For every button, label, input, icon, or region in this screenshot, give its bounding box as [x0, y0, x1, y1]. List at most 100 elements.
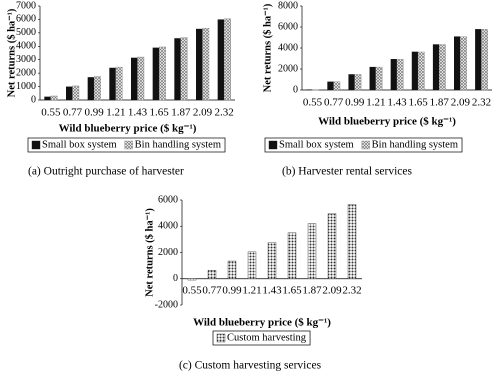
legend-label: Custom harvesting — [227, 332, 307, 343]
legend-label: Small box system — [42, 139, 117, 150]
x-tick-label: 0.77 — [324, 97, 344, 109]
bar — [333, 81, 341, 91]
bar — [227, 260, 237, 279]
bar — [475, 29, 482, 91]
bar — [247, 251, 257, 279]
y-tick-label: 2000 — [158, 247, 178, 258]
y-tick-label: 4000 — [158, 221, 178, 232]
bar — [306, 89, 313, 90]
bar — [312, 89, 320, 91]
bar — [174, 38, 181, 100]
x-tick-label: 0.99 — [222, 285, 242, 297]
bar — [187, 278, 197, 281]
x-tick-label: 1.21 — [242, 285, 261, 297]
y-tick-label: 7000 — [16, 0, 36, 11]
x-tick-label: 1.43 — [387, 97, 407, 109]
y-tick-label: 0 — [173, 273, 178, 284]
bar — [411, 51, 419, 90]
bar — [93, 76, 101, 101]
bar — [131, 57, 138, 100]
x-tick-label: 0.99 — [345, 97, 365, 109]
bar — [207, 270, 217, 279]
caption: (b) Harvester rental services — [282, 166, 412, 178]
legend-label: Small box system — [279, 139, 354, 150]
bar — [180, 37, 188, 101]
bar — [348, 74, 355, 90]
bar — [223, 18, 231, 101]
bar — [158, 46, 166, 101]
bar — [50, 95, 58, 101]
caption: (c) Custom harvesting services — [179, 360, 322, 372]
x-tick-label: 1.21 — [106, 107, 125, 119]
bar — [481, 29, 488, 91]
x-tick-label: 0.77 — [63, 107, 83, 119]
bar — [460, 36, 467, 91]
x-tick-label: 1.87 — [302, 285, 322, 297]
bar — [390, 59, 397, 90]
legend-marker — [361, 140, 370, 150]
y-tick-label: 2000 — [16, 67, 36, 78]
x-axis-title: Wild blueberry price ($ kg⁻¹) — [59, 123, 197, 135]
bar — [287, 232, 297, 279]
x-tick-label: 2.09 — [193, 107, 213, 119]
bar — [87, 77, 95, 100]
y-tick-label: 6000 — [16, 14, 36, 25]
y-tick-label: 0 — [293, 84, 298, 95]
x-tick-label: 1.65 — [150, 107, 170, 119]
bar — [109, 67, 116, 100]
y-tick-label: 2000 — [278, 63, 298, 74]
bar — [202, 27, 210, 101]
x-axis-title: Wild blueberry price ($ kg⁻¹) — [318, 116, 456, 128]
bar — [72, 85, 80, 101]
bar — [354, 74, 362, 91]
bar — [375, 66, 383, 91]
legend-label: Bin handling system — [372, 139, 458, 150]
y-tick-label: 5000 — [16, 27, 36, 38]
legend-marker — [31, 140, 41, 150]
bar — [66, 86, 73, 100]
bar — [327, 81, 334, 90]
bar — [439, 44, 446, 91]
x-tick-label: 1.65 — [408, 97, 428, 109]
bar — [267, 242, 277, 279]
x-tick-label: 2.32 — [472, 97, 491, 109]
y-tick-label: -2000 — [155, 299, 178, 310]
y-tick-label: 6000 — [158, 194, 178, 205]
bar — [115, 66, 123, 101]
bar — [347, 204, 357, 279]
x-tick-label: 1.43 — [128, 107, 148, 119]
legend-marker — [216, 333, 226, 343]
x-tick-label: 2.09 — [322, 285, 342, 297]
x-tick-label: 2.32 — [215, 107, 234, 119]
y-axis-title: Net returns ($ ha⁻¹) — [144, 208, 155, 297]
bar — [196, 28, 203, 101]
x-tick-label: 1.65 — [282, 285, 302, 297]
x-tick-label: 0.55 — [303, 97, 323, 109]
y-tick-label: 6000 — [278, 21, 298, 32]
y-axis-title: Net returns ($ ha⁻¹) — [6, 8, 17, 97]
bar — [432, 44, 440, 90]
y-tick-label: 3000 — [16, 54, 36, 65]
bar — [396, 59, 404, 91]
bar — [217, 19, 225, 100]
x-tick-label: 1.21 — [366, 97, 385, 109]
bar — [137, 56, 145, 101]
bar — [44, 96, 51, 100]
x-tick-label: 1.43 — [262, 285, 282, 297]
y-axis-title: Net returns ($ ha⁻¹) — [262, 3, 273, 92]
legend-marker — [124, 140, 133, 150]
x-tick-label: 1.87 — [171, 107, 191, 119]
bar — [327, 213, 337, 279]
x-tick-label: 0.55 — [182, 285, 202, 297]
bar — [369, 66, 376, 90]
legend — [212, 330, 311, 346]
bar — [417, 51, 425, 91]
x-tick-label: 0.77 — [202, 285, 222, 297]
x-tick-label: 2.32 — [342, 285, 361, 297]
y-tick-label: 1000 — [16, 81, 36, 92]
x-tick-label: 0.99 — [85, 107, 105, 119]
y-tick-label: 4000 — [278, 42, 298, 53]
bar — [307, 223, 317, 279]
x-tick-label: 0.55 — [41, 107, 61, 119]
